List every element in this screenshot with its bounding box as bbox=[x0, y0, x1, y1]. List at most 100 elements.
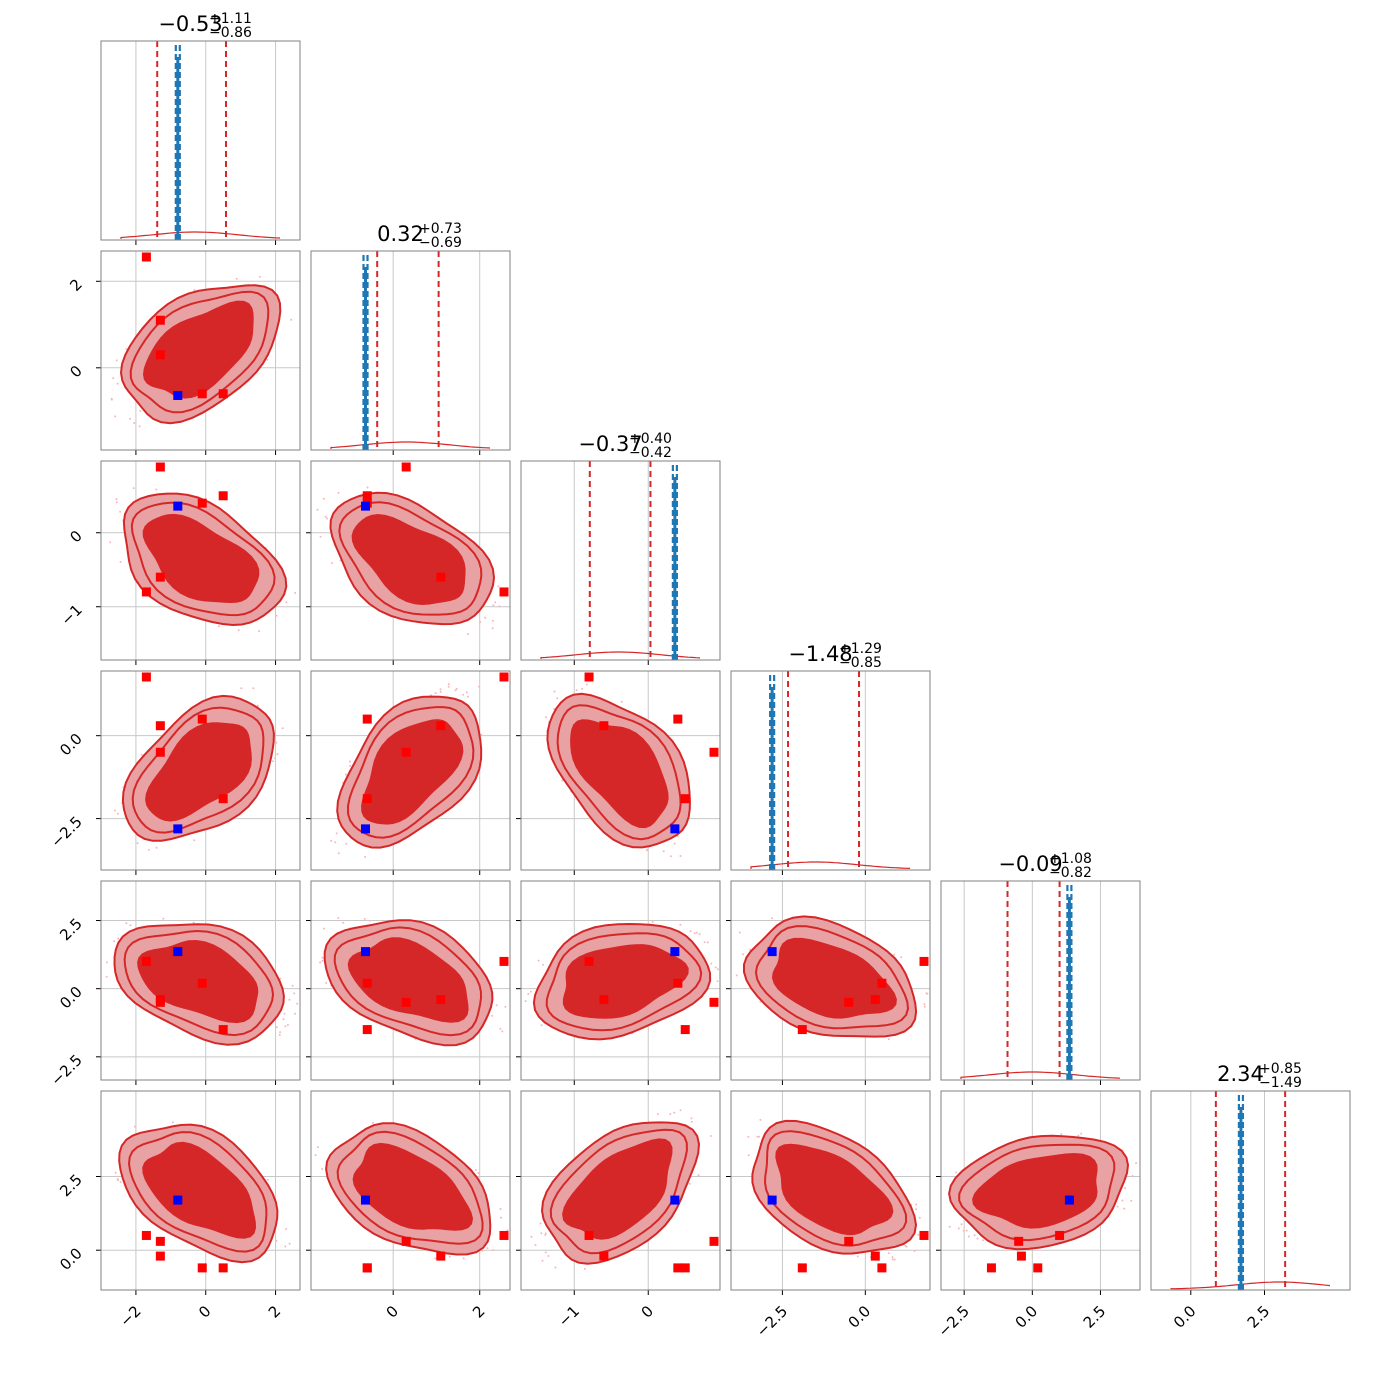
sample-point bbox=[749, 948, 752, 951]
sample-point bbox=[484, 616, 487, 619]
sample-point bbox=[286, 1024, 289, 1026]
sample-point bbox=[321, 1168, 324, 1170]
truth-marker bbox=[173, 390, 183, 400]
sample-point bbox=[366, 486, 369, 489]
panel-frame bbox=[730, 1090, 931, 1291]
sample-point bbox=[915, 1203, 918, 1206]
sample-point bbox=[679, 923, 682, 926]
sample-point bbox=[923, 1005, 926, 1008]
sample-point bbox=[738, 931, 741, 934]
sample-point bbox=[554, 1266, 557, 1269]
red-marker bbox=[218, 794, 228, 804]
sample-point bbox=[319, 961, 322, 964]
sample-point bbox=[673, 1111, 676, 1114]
sample-point bbox=[258, 630, 260, 633]
sample-point bbox=[193, 839, 196, 842]
sample-point bbox=[129, 417, 132, 420]
truth-marker bbox=[767, 947, 777, 957]
sample-point bbox=[275, 614, 278, 617]
red-marker bbox=[680, 794, 690, 804]
contour-middle bbox=[545, 932, 703, 1032]
panel-frame bbox=[730, 880, 931, 1081]
sample-point bbox=[284, 1245, 287, 1248]
sample-point bbox=[321, 959, 324, 962]
sample-point bbox=[349, 760, 351, 763]
contour-inner bbox=[562, 1138, 673, 1240]
sample-point bbox=[544, 1251, 547, 1254]
red-marker bbox=[1014, 1236, 1024, 1246]
red-marker bbox=[155, 1251, 165, 1261]
sample-point bbox=[689, 930, 692, 933]
sample-point bbox=[294, 1012, 297, 1015]
sample-point bbox=[893, 1258, 896, 1261]
sample-point bbox=[454, 689, 457, 692]
sample-point bbox=[113, 940, 116, 943]
sample-point bbox=[669, 1113, 672, 1116]
sample-point bbox=[976, 1237, 979, 1240]
panel-frame bbox=[520, 1090, 721, 1291]
contour-inner bbox=[570, 719, 669, 829]
sample-point bbox=[534, 1244, 537, 1247]
red-marker bbox=[870, 995, 880, 1005]
sample-point bbox=[275, 741, 278, 744]
sample-point bbox=[116, 812, 119, 815]
sample-point bbox=[281, 727, 284, 730]
x-tick-label: 0 bbox=[195, 1302, 214, 1321]
sample-point bbox=[962, 1229, 965, 1232]
sample-point bbox=[279, 1031, 282, 1034]
sample-point bbox=[115, 501, 118, 504]
red-marker bbox=[499, 672, 509, 682]
x-tick-label: 0 bbox=[383, 1302, 402, 1321]
red-marker bbox=[155, 995, 165, 1005]
x-tick-label: 0.0 bbox=[1012, 1302, 1042, 1332]
red-marker bbox=[362, 978, 372, 988]
x-tick-label: 2 bbox=[265, 1302, 284, 1321]
sample-point bbox=[917, 1233, 920, 1236]
sample-point bbox=[125, 922, 128, 925]
red-marker bbox=[1033, 1263, 1043, 1273]
sample-point bbox=[561, 779, 564, 782]
sample-point bbox=[133, 422, 136, 424]
sample-point bbox=[698, 933, 701, 936]
sample-point bbox=[556, 697, 559, 700]
panel-frame bbox=[940, 880, 1141, 1081]
contour-inner bbox=[137, 939, 259, 1024]
red-marker bbox=[1016, 1251, 1026, 1261]
sample-point bbox=[288, 1242, 291, 1245]
sample-point bbox=[252, 687, 255, 690]
sample-point bbox=[237, 629, 240, 632]
sample-point bbox=[330, 839, 333, 842]
y-tick-label: 2.5 bbox=[56, 915, 86, 945]
sample-point bbox=[575, 689, 578, 692]
scatter-panel-3-2 bbox=[516, 670, 721, 875]
sample-point bbox=[434, 1257, 437, 1260]
red-marker bbox=[680, 1263, 690, 1273]
sample-point bbox=[960, 1223, 963, 1226]
x-tick-label: −1 bbox=[555, 1302, 583, 1330]
red-marker bbox=[673, 1263, 683, 1273]
red-marker bbox=[197, 389, 207, 399]
sample-point bbox=[771, 917, 773, 920]
posterior-histogram bbox=[1170, 1281, 1331, 1290]
sample-point bbox=[498, 605, 501, 608]
truth-marker bbox=[361, 947, 371, 957]
sample-point bbox=[155, 846, 158, 849]
contour-middle bbox=[556, 704, 682, 841]
sample-point bbox=[275, 1239, 278, 1242]
red-marker bbox=[141, 252, 151, 262]
sample-point bbox=[706, 941, 709, 944]
sample-point bbox=[545, 716, 547, 719]
sample-point bbox=[1135, 1162, 1138, 1165]
hist-panel-4: −0.09+1.08−0.82 bbox=[940, 851, 1141, 1085]
sample-point bbox=[114, 415, 117, 418]
sample-point bbox=[1121, 1199, 1124, 1202]
scatter-panel-3-0: −2.5 0.0 bbox=[47, 670, 301, 875]
sample-point bbox=[501, 1030, 504, 1033]
sample-point bbox=[116, 382, 119, 385]
sample-point bbox=[714, 966, 717, 969]
sample-point bbox=[530, 1235, 533, 1238]
truth-histogram-spike bbox=[770, 687, 774, 870]
sample-point bbox=[342, 921, 345, 924]
sample-point bbox=[256, 704, 259, 707]
